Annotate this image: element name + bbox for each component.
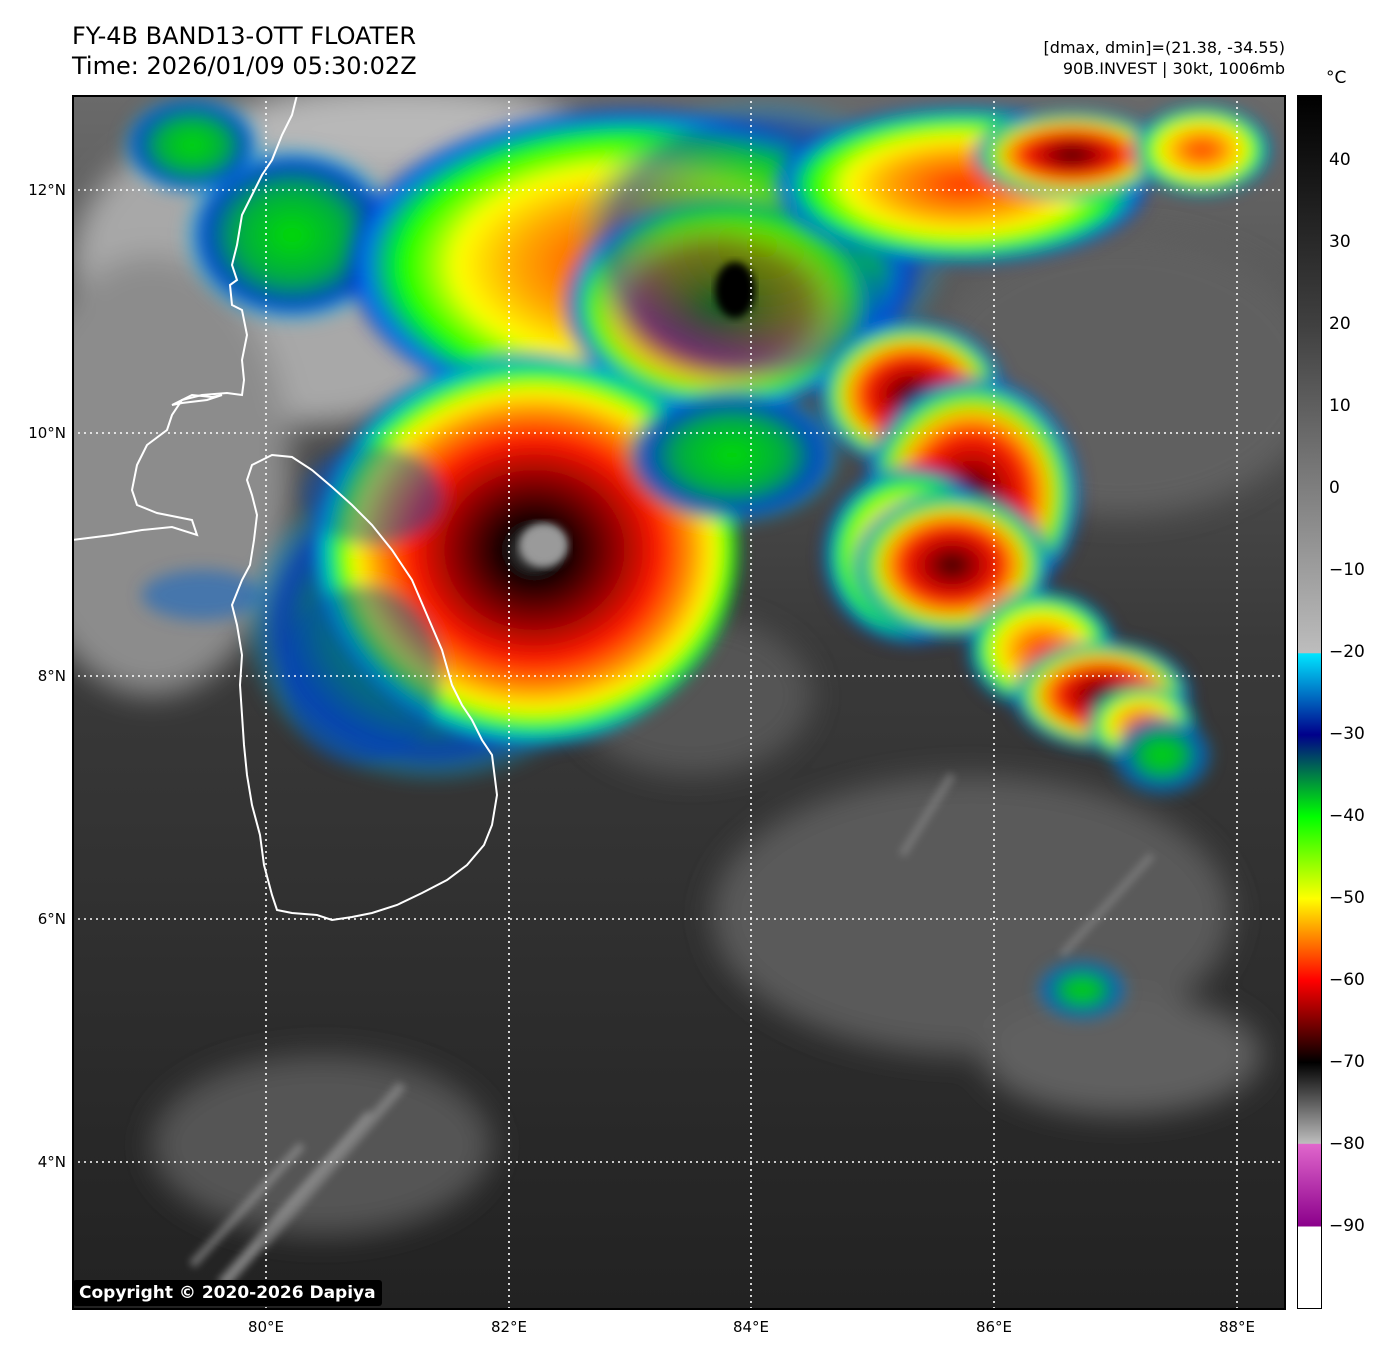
lon-label-88: 88°E xyxy=(1218,1318,1256,1336)
coastline xyxy=(72,95,499,922)
colorbar-label: −40 xyxy=(1329,805,1365,826)
colorbar-label: −90 xyxy=(1329,1215,1365,1236)
colorbar-label: 10 xyxy=(1329,395,1351,416)
colorbar-label: −60 xyxy=(1329,969,1365,990)
map-frame xyxy=(72,95,1286,1310)
lon-label-86: 86°E xyxy=(975,1318,1013,1336)
adams-bridge xyxy=(171,393,223,406)
lat-label-6: 6°N xyxy=(37,910,66,928)
satellite-image xyxy=(72,95,1286,1310)
colorbar-label: 0 xyxy=(1329,477,1340,498)
colorbar-label: −10 xyxy=(1329,559,1365,580)
colorbar-label: −50 xyxy=(1329,887,1365,908)
copyright-notice: Copyright © 2020-2026 Dapiya xyxy=(73,1280,382,1306)
india-coastline xyxy=(72,95,298,541)
map-title: FY-4B BAND13-OTT FLOATER xyxy=(72,22,417,50)
colorbar-label: −80 xyxy=(1329,1133,1365,1154)
colorbar-label: 20 xyxy=(1329,313,1351,334)
colorbar-label: 30 xyxy=(1329,231,1351,252)
storm-info-label: 90B.INVEST | 30kt, 1006mb xyxy=(1062,59,1285,78)
colorbar-label: −30 xyxy=(1329,723,1365,744)
data-range-label: [dmax, dmin]=(21.38, -34.55) xyxy=(1043,38,1285,57)
convective-clouds xyxy=(122,95,1272,1020)
lat-label-10: 10°N xyxy=(28,424,66,442)
colorbar-label: −70 xyxy=(1329,1051,1365,1072)
gridlines xyxy=(72,95,1286,1310)
lat-label-12: 12°N xyxy=(28,181,66,199)
colorbar-label: −20 xyxy=(1329,641,1365,662)
lat-label-4: 4°N xyxy=(37,1153,66,1171)
colorbar-label: 40 xyxy=(1329,149,1351,170)
sri-lanka-coastline xyxy=(230,453,499,922)
colorbar xyxy=(1297,95,1322,1309)
lon-label-82: 82°E xyxy=(490,1318,528,1336)
satellite-map xyxy=(72,95,1286,1310)
colorbar-unit: °C xyxy=(1326,68,1347,88)
lon-label-80: 80°E xyxy=(247,1318,285,1336)
cloud-streaks xyxy=(189,772,1155,1289)
map-timestamp: Time: 2026/01/09 05:30:02Z xyxy=(72,52,417,80)
lon-label-84: 84°E xyxy=(732,1318,770,1336)
lat-label-8: 8°N xyxy=(37,667,66,685)
